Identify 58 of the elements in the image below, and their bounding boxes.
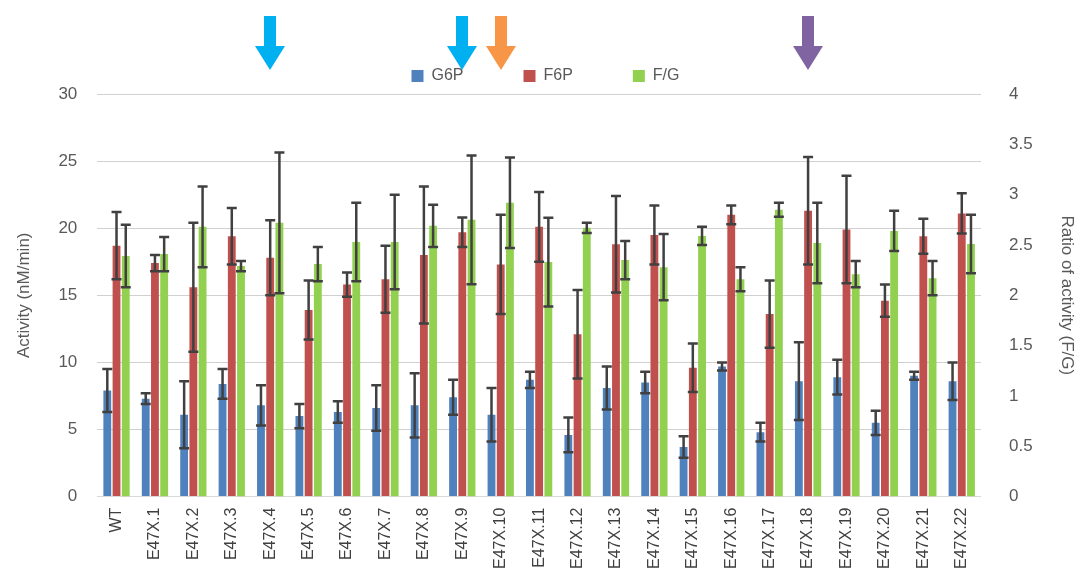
bar xyxy=(449,397,457,497)
x-tick-label: E47X.18 xyxy=(798,507,816,570)
x-tick-label: WT xyxy=(106,507,124,533)
y-tick-label: 10 xyxy=(58,352,78,372)
y2-tick-label: 0 xyxy=(1008,486,1019,506)
x-tick-label: E47X.20 xyxy=(875,507,893,570)
legend-label: G6P xyxy=(431,66,464,84)
x-tick-label: E47X.3 xyxy=(222,507,240,561)
y-tick-label: 15 xyxy=(58,285,78,304)
x-tick-label: E47X.19 xyxy=(836,507,854,570)
bar xyxy=(372,408,381,497)
x-tick-label: E47X.17 xyxy=(760,507,778,570)
x-tick-label: E47X.6 xyxy=(337,507,355,561)
y2-tick-label: 1 xyxy=(1008,385,1019,405)
y-tick-label: 30 xyxy=(58,83,78,103)
x-tick-label: E47X.10 xyxy=(491,507,509,570)
bar xyxy=(333,412,342,497)
legend-label: F6P xyxy=(543,66,573,84)
bar xyxy=(602,387,611,497)
x-tick-label: E47X.2 xyxy=(183,507,201,561)
x-tick-label: E47X.4 xyxy=(260,507,278,561)
x-tick-label: E47X.12 xyxy=(567,507,585,570)
x-tick-label: E47X.13 xyxy=(606,507,624,570)
y2-tick-label: 3 xyxy=(1008,184,1019,204)
y-tick-label: 5 xyxy=(67,419,78,439)
x-tick-label: E47X.16 xyxy=(721,507,739,570)
x-tick-label: E47X.9 xyxy=(452,507,470,561)
bar xyxy=(871,422,880,497)
y2-tick-label: 0.5 xyxy=(1008,435,1033,455)
bar xyxy=(295,416,304,497)
y2-tick-label: 3.5 xyxy=(1008,134,1033,154)
bar xyxy=(103,390,112,497)
y-tick-label: 20 xyxy=(58,217,78,237)
legend-label: F/G xyxy=(652,66,680,84)
y-tick-label: 25 xyxy=(58,150,78,170)
bar xyxy=(833,377,842,497)
x-tick-label: E47X.21 xyxy=(913,507,931,570)
bar xyxy=(141,398,150,497)
x-tick-label: E47X.11 xyxy=(529,507,547,568)
x-tick-label: E47X.8 xyxy=(414,507,432,561)
x-tick-label: E47X.1 xyxy=(145,507,163,561)
y2-tick-label: 2.5 xyxy=(1008,234,1033,254)
x-tick-label: E47X.5 xyxy=(299,507,317,561)
x-tick-label: E47X.7 xyxy=(375,507,393,561)
x-tick-label: E47X.15 xyxy=(683,507,701,570)
bar xyxy=(257,405,265,497)
y-axis-title: Activity (nM/min) xyxy=(13,232,33,359)
bar xyxy=(718,366,726,497)
bar xyxy=(641,382,650,497)
x-tick-label: E47X.14 xyxy=(644,507,662,570)
y2-tick-label: 2 xyxy=(1008,285,1019,304)
bar xyxy=(910,375,919,497)
y2-tick-label: 1.5 xyxy=(1008,335,1033,355)
x-tick-label: E47X.22 xyxy=(952,507,970,570)
bar xyxy=(526,379,534,497)
y2-tick-label: 4 xyxy=(1008,83,1019,103)
y2-axis-title: Ratio of activity (F/G) xyxy=(1058,215,1078,376)
y-tick-label: 0 xyxy=(67,486,78,506)
